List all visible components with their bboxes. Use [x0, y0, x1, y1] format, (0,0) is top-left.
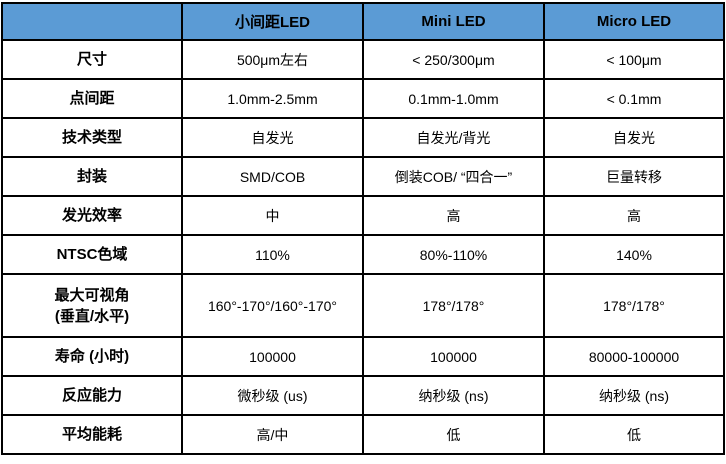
header-row: 小间距LED Mini LED Micro LED — [1, 2, 725, 41]
cell-value: 100000 — [181, 336, 364, 377]
row-label-response-time: 反应能力 — [1, 375, 183, 416]
led-comparison-table: 小间距LED Mini LED Micro LED 尺寸 500μm左右 < 2… — [1, 2, 725, 455]
row-label-pixel-pitch: 点间距 — [1, 78, 183, 119]
row-label-luminous-efficiency: 发光效率 — [1, 195, 183, 236]
cell-value: < 250/300μm — [362, 39, 545, 80]
row-label-lifespan: 寿命 (小时) — [1, 336, 183, 377]
table-row-pixel-pitch: 点间距 1.0mm-2.5mm 0.1mm-1.0mm < 0.1mm — [1, 78, 725, 119]
header-corner-cell — [1, 2, 183, 41]
cell-value: 自发光 — [543, 117, 725, 158]
cell-value: SMD/COB — [181, 156, 364, 197]
cell-value: 500μm左右 — [181, 39, 364, 80]
cell-value: 高 — [543, 195, 725, 236]
cell-value: 178°/178° — [362, 273, 545, 338]
column-header-micro-led: Micro LED — [543, 2, 725, 41]
row-label-max-viewing-angle: 最大可视角 (垂直/水平) — [1, 273, 183, 338]
table-row-tech-type: 技术类型 自发光 自发光/背光 自发光 — [1, 117, 725, 158]
cell-value: 160°-170°/160°-170° — [181, 273, 364, 338]
cell-value: 0.1mm-1.0mm — [362, 78, 545, 119]
cell-value: 纳秒级 (ns) — [362, 375, 545, 416]
table-row-size: 尺寸 500μm左右 < 250/300μm < 100μm — [1, 39, 725, 80]
cell-value: < 0.1mm — [543, 78, 725, 119]
cell-value: 巨量转移 — [543, 156, 725, 197]
table-row-average-power: 平均能耗 高/中 低 低 — [1, 414, 725, 455]
cell-value: < 100μm — [543, 39, 725, 80]
cell-value: 140% — [543, 234, 725, 275]
cell-value: 低 — [362, 414, 545, 455]
cell-value: 纳秒级 (ns) — [543, 375, 725, 416]
cell-value: 自发光 — [181, 117, 364, 158]
table-row-packaging: 封装 SMD/COB 倒装COB/ “四合一” 巨量转移 — [1, 156, 725, 197]
cell-value: 高 — [362, 195, 545, 236]
column-header-mini-led: Mini LED — [362, 2, 545, 41]
cell-value: 80%-110% — [362, 234, 545, 275]
cell-value: 1.0mm-2.5mm — [181, 78, 364, 119]
row-label-packaging: 封装 — [1, 156, 183, 197]
table-row-response-time: 反应能力 微秒级 (us) 纳秒级 (ns) 纳秒级 (ns) — [1, 375, 725, 416]
cell-value: 倒装COB/ “四合一” — [362, 156, 545, 197]
table-row-lifespan: 寿命 (小时) 100000 100000 80000-100000 — [1, 336, 725, 377]
cell-value: 低 — [543, 414, 725, 455]
row-label-ntsc-gamut: NTSC色域 — [1, 234, 183, 275]
cell-value: 微秒级 (us) — [181, 375, 364, 416]
table-row-ntsc-gamut: NTSC色域 110% 80%-110% 140% — [1, 234, 725, 275]
row-label-size: 尺寸 — [1, 39, 183, 80]
cell-value: 110% — [181, 234, 364, 275]
cell-value: 178°/178° — [543, 273, 725, 338]
table-row-max-viewing-angle: 最大可视角 (垂直/水平) 160°-170°/160°-170° 178°/1… — [1, 273, 725, 338]
cell-value: 80000-100000 — [543, 336, 725, 377]
cell-value: 自发光/背光 — [362, 117, 545, 158]
cell-value: 100000 — [362, 336, 545, 377]
table-row-luminous-efficiency: 发光效率 中 高 高 — [1, 195, 725, 236]
row-label-tech-type: 技术类型 — [1, 117, 183, 158]
cell-value: 中 — [181, 195, 364, 236]
column-header-small-pitch-led: 小间距LED — [181, 2, 364, 41]
cell-value: 高/中 — [181, 414, 364, 455]
row-label-average-power: 平均能耗 — [1, 414, 183, 455]
